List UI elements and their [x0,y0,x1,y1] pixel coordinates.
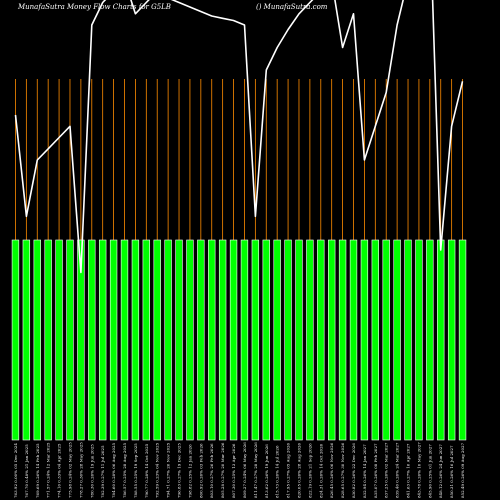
volume-bar [55,239,63,441]
x-tick-label: 822.19 0.26% 21 Sep 2026 [307,443,312,498]
x-tick-label: 767.70 0.48% 21 Jan 2025 [24,444,29,498]
x-tick-label: 830.82 0.26% 22 Dec 2026 [351,443,356,498]
volume-bar [22,239,31,441]
x-tick-label: 852.49 0.26% 09 Aug 2027 [460,442,465,498]
volume-bar [77,239,85,441]
x-tick-label: 763.92 0.00% 05 Dec 2024 [13,443,18,498]
x-tick-label: 805.28 0.27% 20 Mar 2026 [220,442,225,498]
volume-bar [251,239,260,441]
x-tick-label: 832.94 0.26% 14 Jan 2027 [362,444,367,498]
volume-bar [306,239,314,441]
x-tick-label: 809.27 0.24% 06 May 2026 [242,442,247,498]
volume-bar [229,239,238,441]
volume-bar [437,239,445,441]
volume-bar [447,239,456,441]
volume-bar [349,239,358,441]
volume-bar [88,239,96,441]
x-tick-label: 850.31 0.26% 16 Jul 2027 [449,445,454,498]
x-tick-label: 815.73 0.26% 14 Jul 2026 [275,445,280,498]
volume-bar [120,239,129,441]
x-tick-label: 845.90 0.25% 01 Jun 2027 [427,444,432,498]
x-tick-label: 839.40 0.26% 24 Mar 2027 [395,442,400,498]
x-tick-label: 780.30 0.26% 19 Jun 2025 [89,444,94,498]
volume-bar [328,239,336,441]
volume-bars [11,239,467,441]
volume-bar [175,239,183,441]
price-line [14,0,464,274]
x-tick-label: 775.98 0.24% 02 May 2025 [67,442,72,498]
volume-bar [164,239,172,441]
x-tick-label: 826.45 0.26% 06 Nov 2026 [329,442,334,498]
volume-bar [11,239,20,441]
volume-bar [33,239,41,441]
chart-header-right: () MunafaSutra.com [256,3,328,11]
x-tick-label: 774.10 0.33% 04 Apr 2025 [57,443,62,498]
volume-bar [404,239,412,441]
x-tick-label: 841.63 0.27% 16 Apr 2027 [406,443,411,498]
volume-bar [218,239,227,441]
x-tick-label: 782.39 0.27% 11 Jul 2025 [100,445,105,498]
x-tick-label: 803.10 0.27% 26 Feb 2026 [209,443,214,498]
x-tick-label: 824.31 0.26% 14 Oct 2026 [318,443,323,498]
x-tick-label: 792.59 0.23% 04 Nov 2025 [155,442,160,498]
x-tick-label: 800.92 0.26% 03 Feb 2026 [198,443,203,498]
x-tick-label: 817.95 0.27% 05 Aug 2026 [286,442,291,498]
x-tick-label: 828.65 0.27% 30 Nov 2026 [340,442,345,498]
volume-bar [44,239,52,441]
volume-bar [109,239,118,441]
volume-bar [371,239,379,441]
x-tick-label: 807.30 0.25% 13 Apr 2026 [231,443,236,498]
volume-bar [99,239,107,441]
x-tick-label: 811.47 0.27% 28 May 2026 [253,442,258,498]
x-tick-label: 769.69 0.26% 14 Feb 2025 [35,443,40,498]
x-tick-label: 794.71 0.27% 26 Nov 2025 [166,442,171,498]
volume-bar [262,239,270,441]
x-tick-label: 788.55 0.25% 19 Sep 2025 [133,443,138,498]
x-tick-label: 786.57 0.25% 28 Aug 2025 [122,442,127,498]
chart-header-left: MunafaSutra Money Flow Charts for G5LB [17,3,171,11]
x-tick-label: 771.57 0.24% 12 Mar 2025 [46,442,51,498]
volume-bar [186,239,194,441]
x-tick-label: 843.78 0.26% 10 May 2027 [416,442,421,498]
volume-bar [393,239,401,441]
volume-bar [197,239,205,441]
volume-bar [360,239,369,441]
x-tick-label: 820.05 0.26% 28 Aug 2026 [296,442,301,498]
volume-bar [66,239,74,441]
x-tick-labels: 763.92 0.00% 05 Dec 2024 767.70 0.48% 21 … [13,442,465,498]
x-tick-label: 848.12 0.26% 24 Jun 2027 [438,444,443,498]
volume-bar [295,239,303,441]
volume-bar [208,239,216,441]
x-tick-label: 778.27 0.30% 28 May 2025 [78,442,83,498]
volume-bar [415,239,423,441]
x-tick-label: 790.77 0.28% 14 Oct 2025 [144,443,149,498]
volume-bar [338,239,347,441]
x-tick-label: 784.60 0.28% 06 Aug 2025 [111,442,116,498]
volume-bar [317,239,325,441]
x-tick-label: 796.83 0.27% 19 Dec 2025 [177,443,182,498]
volume-bar [131,239,140,441]
volume-bar [284,239,292,441]
volume-bar [240,239,249,441]
x-tick-label: 798.82 0.25% 12 Jan 2026 [187,444,192,498]
volume-bar [273,239,281,441]
x-tick-label: 835.07 0.26% 08 Feb 2027 [373,443,378,498]
x-tick-label: 813.62 0.26% 19 Jun 2026 [264,444,269,498]
volume-bar [153,239,161,441]
volume-bar [142,239,150,441]
volume-bar [382,239,390,441]
volume-bar [426,239,434,441]
x-tick-label: 837.25 0.26% 02 Mar 2027 [384,442,389,498]
price-line-group [14,0,464,274]
volume-bar [458,239,467,441]
